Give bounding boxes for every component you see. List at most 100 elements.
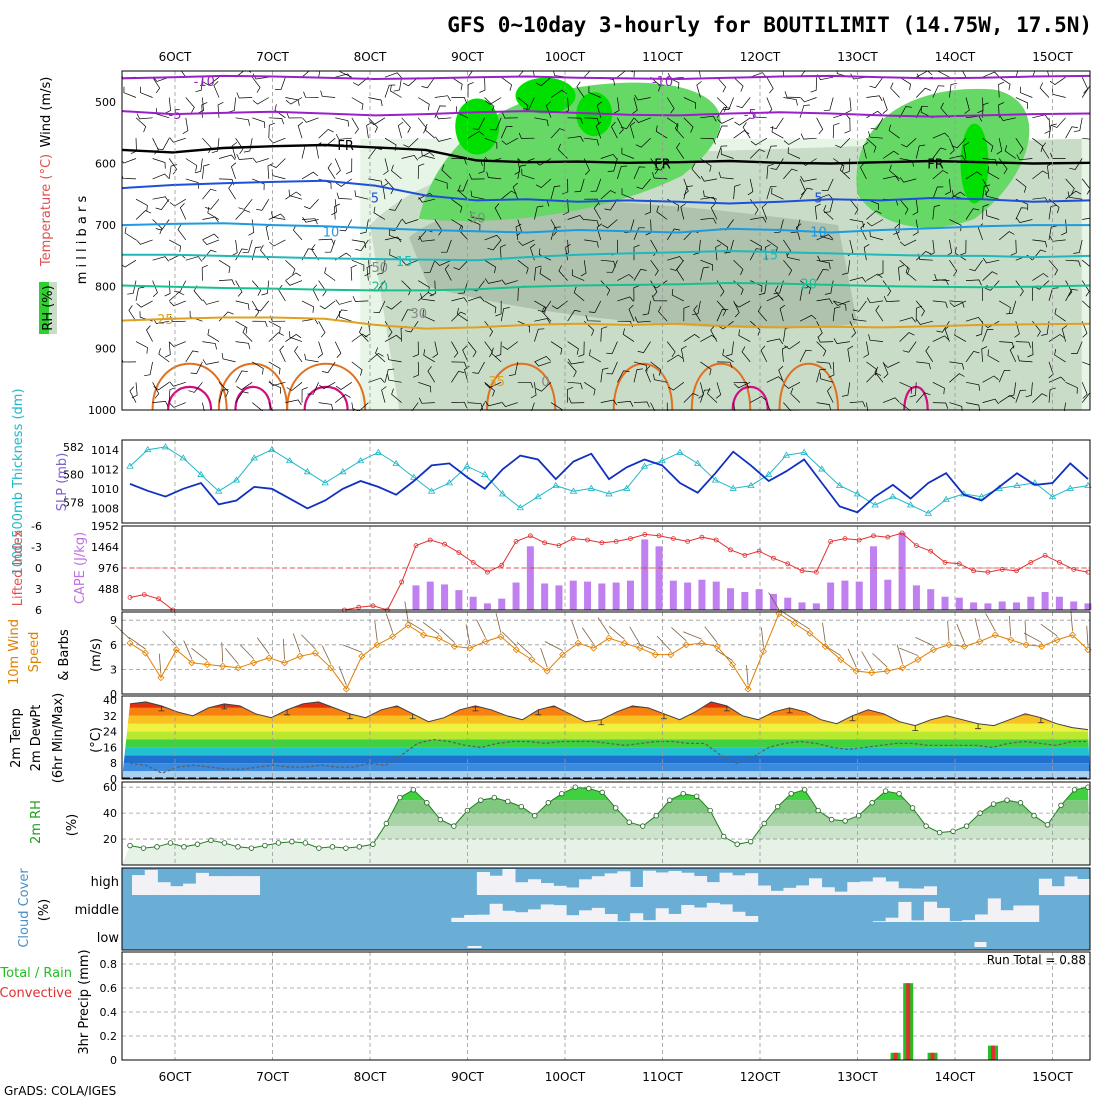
wind-barb [122,158,137,164]
wind-barb [899,76,911,91]
wind-barb [633,269,647,281]
wind-barb [169,137,186,143]
wind-barb [733,381,751,389]
wind-barb [986,209,1000,220]
wind-barb [866,210,882,220]
wind-barb [334,341,342,358]
wind-barb [710,203,718,220]
cloud-mid-clear [681,904,695,922]
cape-bar [512,582,520,610]
cape-bar [598,583,606,610]
wind-barb [484,400,502,407]
wind-barb [269,380,286,386]
wind-barb [1071,341,1083,354]
cape-bar [584,581,592,610]
wind-barb [435,136,452,142]
wind-barb [401,218,419,225]
rh2m-point [990,801,997,807]
wind-barb [336,178,353,187]
rh-side-label: RH (%) [41,285,56,330]
wind-barb [633,244,640,261]
wind-barb [351,259,365,272]
wind-barb [470,211,485,220]
wind-barb [128,305,137,322]
precip-panel: 0 0.2 0.4 0.6 0.8 Run Total = 0.88 Total / Rai… [0,949,1091,1067]
wind-barb [304,198,319,210]
wind-barb [650,259,659,276]
wind10-speed-point [296,652,304,660]
cape-bar [541,583,549,610]
wind-barb [799,280,811,295]
wind-barb [1065,178,1075,195]
wind10-speed-point [729,660,737,669]
wind-barb [545,101,552,118]
wind10-speed-point [188,659,196,667]
wind-barb [470,190,485,200]
cloud-mid-clear [719,904,733,922]
wind-barb [841,382,851,397]
rh2m-point [316,845,322,851]
wind10-barb [581,627,594,645]
wind10-speed-point [389,633,397,641]
cloud-mid-clear [1013,905,1027,922]
wind-barb [550,226,561,240]
wind10-barb [321,645,332,664]
wind-barb [424,260,436,273]
wind-barb [484,259,496,274]
wind-barb [738,329,751,342]
cloud-high-clear [591,876,605,895]
wind-barb [742,122,751,139]
wind-barb [790,387,801,403]
wind-barb [757,305,768,322]
wind-barb [421,149,435,159]
wind-barb [230,162,237,180]
wind-barb [418,235,435,242]
wind10-side-label: (m/s) [89,638,104,672]
wind10-barb [516,641,533,656]
wind10-speed-point [1007,636,1015,644]
precip-conv-bar [930,1052,935,1060]
lifted-index-point [442,541,447,547]
wind-barb [912,199,919,216]
wind-barb [129,386,137,403]
wind-barb [146,325,153,342]
rh2m-point [1071,787,1078,793]
wind-barb [534,328,545,342]
cape-bar [727,588,735,610]
wind-barb [152,382,160,399]
thickness-point [481,470,489,477]
thickness-point [268,445,276,453]
wind10-barb [256,637,270,655]
wind10-barb [1008,615,1012,636]
wind-barb [534,265,542,281]
rh2m-point [923,823,929,829]
wind-barb [136,113,153,120]
wind-barb [998,231,1015,241]
thickness-point [427,487,436,494]
wind-barb [816,368,826,383]
wind10-speed-point [358,652,366,660]
chart-title: GFS 0~10day 3-hourly for BOUTILIMIT (14.… [447,13,1092,37]
wind-barb [790,219,801,234]
li-tick-label: -6 [31,520,42,533]
wind-barb [617,117,624,135]
wind-barb [567,214,585,221]
wind10-speed-point [682,641,690,649]
wind-barb [484,320,494,337]
wind10-barb [985,613,996,632]
wind-barb [810,77,817,93]
wind10-side-label: 10m Wind [7,619,22,685]
wind-barb [204,198,220,210]
temp-minmax-bar [912,725,919,732]
temp2m-line [129,701,1089,731]
wind-barb [634,316,651,323]
wind10-speed-point [914,655,922,664]
wind-barb [279,345,286,363]
wind-barb [268,122,276,139]
temp-minmax-bar [535,709,542,716]
precip-tick-label: 0.2 [100,1030,118,1043]
wind-barb [235,391,249,403]
cape-bar [784,597,792,610]
wind-barb [610,121,618,139]
wind-barb [491,347,502,363]
